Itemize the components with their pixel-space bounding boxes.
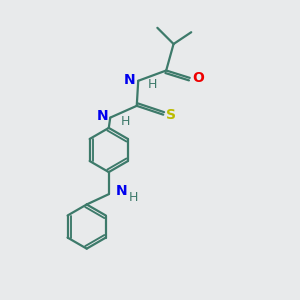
Text: S: S xyxy=(166,108,176,122)
Text: H: H xyxy=(128,190,138,204)
Text: H: H xyxy=(120,115,130,128)
Text: O: O xyxy=(193,71,205,85)
Text: H: H xyxy=(148,78,158,92)
Text: N: N xyxy=(96,110,108,123)
Text: N: N xyxy=(116,184,128,198)
Text: N: N xyxy=(124,73,136,87)
